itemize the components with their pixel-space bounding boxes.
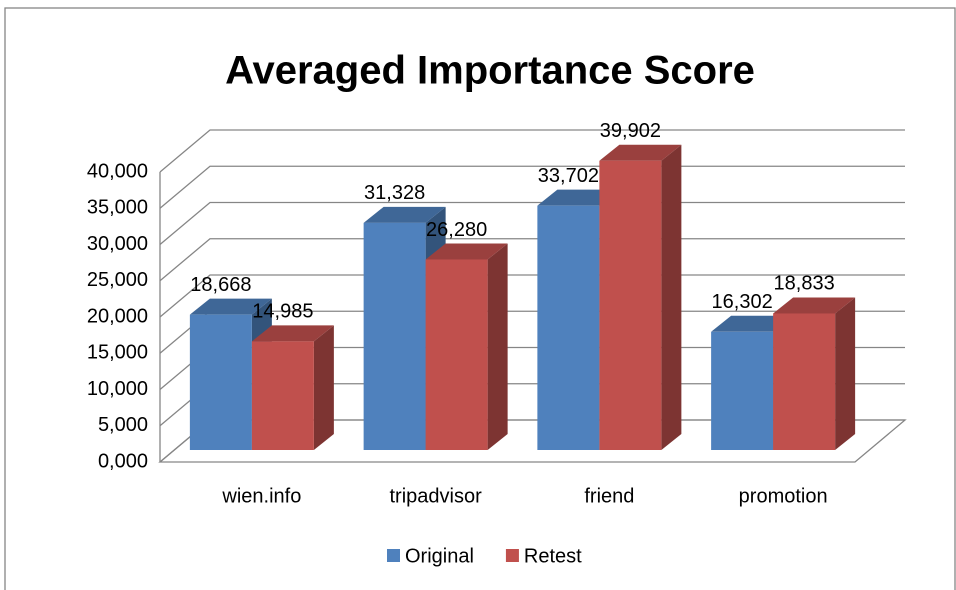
data-label: 14,985 xyxy=(252,301,313,323)
bar-top xyxy=(251,325,334,342)
bar-top xyxy=(425,243,508,260)
y-tick-label: 15,000 xyxy=(87,342,148,364)
bar xyxy=(425,259,488,450)
y-tick-label: 5,000 xyxy=(98,414,148,436)
x-tick-label: wien.info xyxy=(221,485,301,507)
x-tick-label: promotion xyxy=(739,485,828,507)
bar-side xyxy=(835,297,856,450)
chart-title: Averaged Importance Score xyxy=(225,49,755,93)
legend-swatch xyxy=(505,549,519,562)
data-label: 31,328 xyxy=(364,182,425,204)
data-label: 39,902 xyxy=(600,120,661,142)
y-tick-label: 10,000 xyxy=(87,378,148,400)
bar-top xyxy=(189,298,272,315)
data-label: 26,280 xyxy=(426,219,487,241)
x-tick-label: tripadvisor xyxy=(389,485,482,507)
legend-label: Original xyxy=(405,545,474,567)
bar-top xyxy=(363,206,446,223)
bar xyxy=(189,314,252,450)
bar-side xyxy=(661,144,682,450)
bar-side xyxy=(313,325,334,450)
bar xyxy=(537,205,600,450)
legend-swatch xyxy=(387,549,400,562)
y-tick-label: 35,000 xyxy=(87,197,148,219)
legend-label: Retest xyxy=(524,545,582,567)
bar xyxy=(251,341,314,450)
bar xyxy=(773,313,836,450)
y-tick-label: 30,000 xyxy=(87,233,148,255)
data-label: 18,668 xyxy=(190,274,251,296)
bar-top xyxy=(599,144,682,161)
y-tick-label: 0,000 xyxy=(98,450,148,472)
data-label: 33,702 xyxy=(538,165,599,187)
y-tick-label: 20,000 xyxy=(87,305,148,327)
bar-top xyxy=(537,189,620,206)
y-tick-label: 40,000 xyxy=(87,160,148,182)
bar-side xyxy=(487,243,508,450)
y-tick-label: 25,000 xyxy=(87,269,148,291)
bar-top xyxy=(773,297,856,314)
bar xyxy=(363,222,426,450)
data-label: 16,302 xyxy=(712,291,773,313)
bar-top xyxy=(711,315,794,332)
bar xyxy=(711,331,774,450)
grid-line xyxy=(159,129,905,173)
data-label: 18,833 xyxy=(774,273,835,295)
bar xyxy=(599,160,662,450)
x-tick-label: friend xyxy=(584,485,634,507)
